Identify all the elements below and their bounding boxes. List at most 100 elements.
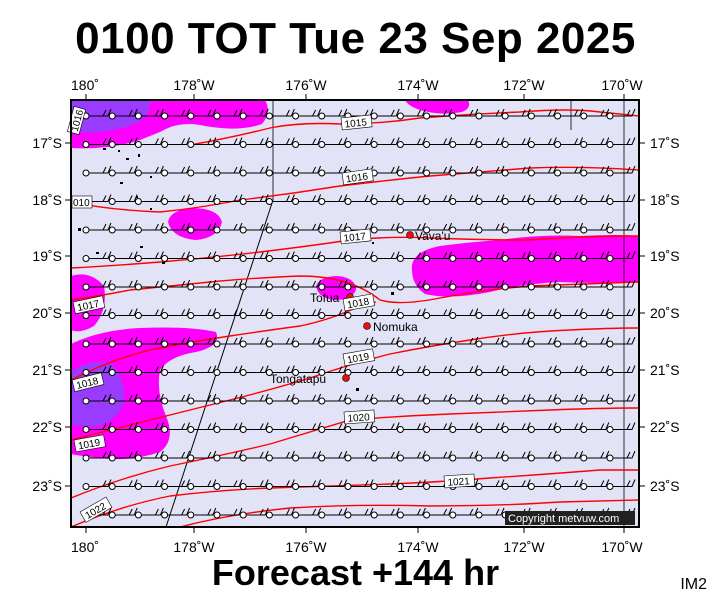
wind-station (187, 483, 195, 490)
lat-label-left: 17˚S (32, 135, 62, 151)
wind-barb (377, 507, 400, 516)
wind-station (213, 255, 221, 262)
wind-barb (89, 251, 112, 259)
wind-barb (298, 336, 322, 345)
wind-barb (89, 422, 112, 430)
wind-station (606, 141, 614, 148)
wind-barb (508, 279, 531, 288)
wind-barb (482, 279, 505, 288)
wind-station (318, 511, 326, 519)
wind-station (239, 169, 247, 177)
wind-station (449, 226, 457, 234)
wind-station (265, 312, 273, 319)
wind-barb (115, 336, 138, 345)
wind-barb (508, 450, 531, 459)
wind-station (161, 511, 169, 519)
wind-station (554, 169, 562, 177)
wind-barb (324, 336, 348, 345)
wind-barb (586, 479, 610, 487)
wind-station (370, 511, 378, 519)
wind-barb (586, 251, 610, 259)
lon-label-bottom: 176˚W (285, 539, 327, 555)
wind-barb (167, 108, 191, 117)
wind-barb (193, 194, 217, 202)
wind-barb (586, 137, 610, 145)
wind-barb (351, 365, 374, 373)
wind-station (423, 312, 431, 319)
wind-station (161, 369, 169, 376)
wind-barb (482, 137, 505, 145)
wind-barb (141, 507, 164, 516)
wind-station (108, 511, 116, 519)
wind-barb (455, 365, 479, 373)
wind-barb (403, 251, 426, 259)
wind-barb (455, 422, 479, 430)
wind-barb (508, 336, 531, 345)
wind-barb (613, 194, 636, 202)
wind-barb (613, 279, 636, 288)
wind-station (475, 112, 483, 120)
wind-barb (324, 137, 348, 145)
wind-barb (298, 393, 322, 402)
wind-station (82, 397, 90, 405)
wind-barb (89, 336, 112, 345)
wind-barb (560, 279, 584, 288)
place-dot-vavau (406, 231, 414, 239)
wind-station (265, 112, 273, 120)
lat-label-left: 19˚S (32, 248, 62, 264)
wind-barb (89, 393, 112, 402)
place-dot-tongatapu (342, 374, 350, 382)
wind-barb (429, 450, 453, 459)
wind-barb (246, 251, 269, 259)
wind-station (449, 141, 457, 148)
wind-station (554, 312, 562, 319)
wind-barb (429, 137, 453, 145)
wind-station (265, 283, 273, 291)
wind-barb (455, 165, 479, 174)
wind-barb (193, 450, 217, 459)
wind-station (423, 511, 431, 519)
wind-station (213, 483, 221, 490)
lon-label-bottom: 178˚W (173, 539, 215, 555)
wind-barb (141, 194, 164, 202)
wind-station (527, 141, 535, 148)
wind-barb (167, 137, 191, 145)
place-label-nomuka: Nomuka (373, 320, 418, 334)
wind-barb (377, 422, 400, 430)
wind-station (82, 483, 90, 490)
wind-barb (508, 137, 531, 145)
wind-station (370, 141, 378, 148)
wind-barb (508, 251, 531, 259)
wind-barb (429, 365, 453, 373)
wind-barb (167, 393, 191, 402)
wind-station (213, 283, 221, 291)
wind-station (82, 454, 90, 462)
wind-station (213, 369, 221, 376)
wind-station (501, 340, 509, 348)
wind-barb (455, 108, 479, 117)
wind-station (423, 198, 431, 205)
wind-barb (89, 308, 112, 316)
wind-barb (246, 137, 269, 145)
wind-station (108, 312, 116, 319)
wind-station (475, 255, 483, 262)
wind-barb (377, 479, 400, 487)
wind-station (265, 198, 273, 205)
wind-station (187, 426, 195, 433)
wind-barb (429, 222, 453, 231)
wind-station (292, 483, 300, 490)
wind-barb (534, 365, 557, 373)
wind-barb (429, 251, 453, 259)
wind-barb (455, 222, 479, 231)
wind-barb (560, 479, 584, 487)
wind-barb (377, 137, 400, 145)
wind-station (134, 483, 142, 490)
wind-barb (272, 165, 295, 174)
wind-station (213, 340, 221, 348)
wind-barb (167, 194, 191, 202)
lat-label-right: 19˚S (650, 248, 680, 264)
wind-station (108, 112, 116, 120)
wind-barb (298, 308, 322, 316)
wind-barb (560, 450, 584, 459)
wind-station (239, 255, 247, 262)
